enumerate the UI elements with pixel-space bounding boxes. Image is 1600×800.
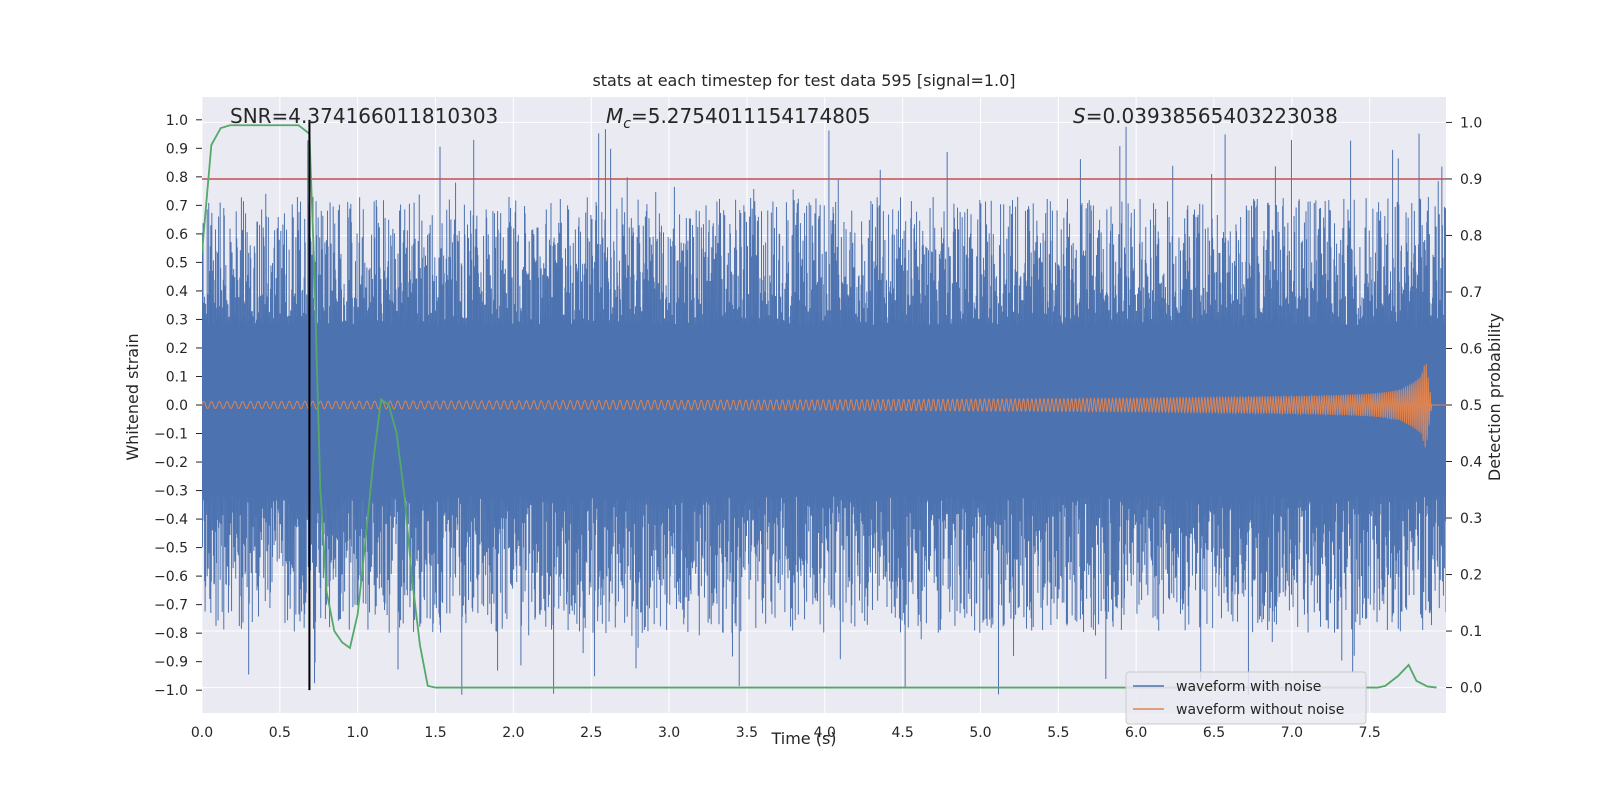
x-axis-ticks: 0.0 0.5 1.0 1.5 2.0 2.5 3.0 3.5 4.0 4.5 5.0 5.5 6.0 6… xyxy=(191,725,1381,741)
x-tick-label: 3.0 xyxy=(658,725,680,741)
y2-tick-label: 0.8 xyxy=(1460,228,1482,244)
y-tick-label: 0.8 xyxy=(166,170,188,186)
y2-tick-label: 0.7 xyxy=(1460,285,1482,301)
chirp-mass-annotation: Mc=5.2754011154174805 xyxy=(606,104,870,132)
y-tick-label: −0.7 xyxy=(154,598,188,614)
y2-tick-label: 0.1 xyxy=(1460,624,1482,640)
y-axis-ticks: 1.0 0.9 0.8 0.7 0.6 0.5 0.4 0.3 0.2 0.1 0.0 −0.1 −0.… xyxy=(154,113,202,699)
y2-tick-label: 0.4 xyxy=(1460,455,1482,471)
y-tick-label: 0.3 xyxy=(166,312,188,328)
legend-label-noise: waveform with noise xyxy=(1176,679,1321,695)
y-tick-label: 0.7 xyxy=(166,198,188,214)
y-tick-label: 0.0 xyxy=(166,398,188,414)
y-tick-label: 0.5 xyxy=(166,255,188,271)
x-tick-label: 2.0 xyxy=(502,725,524,741)
legend-box xyxy=(1125,671,1367,725)
x-tick-label: 3.5 xyxy=(736,725,758,741)
chirp-mass-symbol: M xyxy=(606,104,623,128)
x-tick-label: 6.0 xyxy=(1125,725,1147,741)
x-tick-label: 4.0 xyxy=(814,725,836,741)
s-value: =0.03938565403223038 xyxy=(1086,104,1338,128)
legend-label-clean: waveform without noise xyxy=(1176,702,1344,718)
x-axis-label: Time (s) xyxy=(770,729,836,748)
y-tick-label: −0.4 xyxy=(154,512,188,528)
y-tick-label: −1.0 xyxy=(154,683,188,699)
chirp-mass-value: =5.2754011154174805 xyxy=(631,104,870,128)
s-annotation: S=0.03938565403223038 xyxy=(1073,104,1338,128)
y-tick-label: −0.2 xyxy=(154,455,188,471)
y-tick-label: −0.6 xyxy=(154,569,188,585)
x-tick-label: 1.5 xyxy=(424,725,446,741)
x-tick-label: 1.0 xyxy=(347,725,369,741)
y-tick-label: 0.6 xyxy=(166,227,188,243)
x-tick-label: 7.5 xyxy=(1359,725,1381,741)
y-tick-label: −0.9 xyxy=(154,655,188,671)
x-tick-label: 5.5 xyxy=(1047,725,1069,741)
y-axis-label: Whitened strain xyxy=(123,333,142,460)
y2-tick-label: 0.5 xyxy=(1460,398,1482,414)
chirp-mass-subscript: c xyxy=(623,116,631,132)
x-tick-label: 6.5 xyxy=(1203,725,1225,741)
y-tick-label: 0.4 xyxy=(166,284,188,300)
chart-title: stats at each timestep for test data 595… xyxy=(592,71,1015,90)
y-tick-label: −0.5 xyxy=(154,541,188,557)
s-symbol: S xyxy=(1073,104,1086,128)
x-tick-label: 0.5 xyxy=(269,725,291,741)
y2-tick-label: 0.6 xyxy=(1460,341,1482,357)
y-tick-label: 0.9 xyxy=(166,141,188,157)
x-tick-label: 4.5 xyxy=(891,725,913,741)
x-tick-label: 2.5 xyxy=(580,725,602,741)
noise-core-band xyxy=(202,347,1446,463)
y2-tick-label: 0.3 xyxy=(1460,511,1482,527)
y2-tick-label: 0.9 xyxy=(1460,172,1482,188)
series-detection-probability xyxy=(202,124,1437,689)
y2-tick-label: 0.2 xyxy=(1460,568,1482,584)
y2-tick-label: 1.0 xyxy=(1460,115,1482,131)
legend: waveform with noise waveform without noi… xyxy=(1125,671,1367,725)
snr-annotation: SNR=4.374166011810303 xyxy=(230,104,498,128)
y-tick-label: −0.3 xyxy=(154,484,188,500)
y2-axis-label: Detection probability xyxy=(1485,313,1504,481)
x-tick-label: 5.0 xyxy=(969,725,991,741)
y2-axis-ticks: 1.0 0.9 0.8 0.7 0.6 0.5 0.4 0.3 0.2 0.1 0.0 xyxy=(1446,115,1482,697)
plot-area xyxy=(202,119,1446,695)
y-tick-label: 0.2 xyxy=(166,341,188,357)
series-waveform-without-noise xyxy=(202,363,1446,448)
y-tick-label: −0.8 xyxy=(154,626,188,642)
y-tick-label: −0.1 xyxy=(154,427,188,443)
x-tick-label: 0.0 xyxy=(191,725,213,741)
y-tick-label: 0.1 xyxy=(166,369,188,385)
x-tick-label: 7.0 xyxy=(1281,725,1303,741)
y2-tick-label: 0.0 xyxy=(1460,681,1482,697)
y-tick-label: 1.0 xyxy=(166,113,188,129)
